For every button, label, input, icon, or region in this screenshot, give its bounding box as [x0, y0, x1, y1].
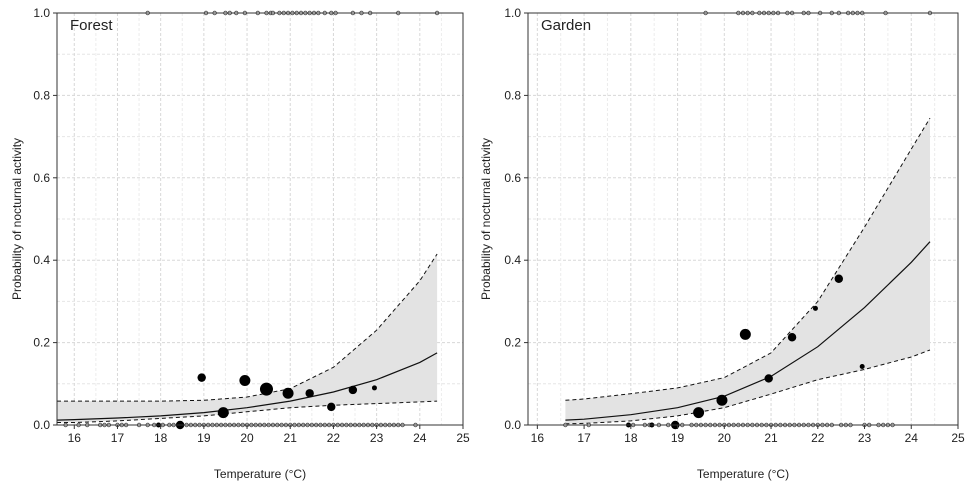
- y-tick-label: 0.0: [33, 418, 50, 432]
- binned-proportion-point: [859, 363, 865, 369]
- binned-proportion-point: [348, 385, 358, 395]
- y-tick-label: 1.0: [504, 6, 521, 20]
- x-tick-label: 19: [671, 431, 685, 445]
- confidence-band: [57, 254, 438, 423]
- x-tick-label: 23: [370, 431, 384, 445]
- binned-proportion-point: [812, 305, 818, 311]
- x-tick-label: 22: [811, 431, 825, 445]
- binned-proportion-point: [197, 373, 206, 382]
- lower-ci-line: [57, 400, 438, 423]
- binned-proportion-point: [282, 387, 294, 399]
- panel-forest: 0.0 0.2 0.4 0.6 0.8 1.0 16 17 18 19 20 21 22 23 24 25 Te…: [10, 6, 470, 481]
- y-tick-label: 0.4: [33, 253, 50, 267]
- binned-proportion-point: [239, 375, 251, 387]
- x-tick-label: 21: [764, 431, 778, 445]
- x-axis-label: Temperature (°C): [697, 467, 789, 481]
- x-tick-label: 16: [531, 431, 545, 445]
- x-tick-label: 17: [577, 431, 591, 445]
- y-tick-label: 0.2: [504, 336, 521, 350]
- y-tick-label: 0.4: [504, 253, 521, 267]
- upper-ci-line: [565, 117, 931, 401]
- x-tick-label: 18: [154, 431, 168, 445]
- x-tick-label: 18: [624, 431, 638, 445]
- x-tick-label: 22: [327, 431, 341, 445]
- confidence-band: [565, 118, 930, 424]
- x-tick-label: 16: [68, 431, 82, 445]
- x-tick-label: 21: [284, 431, 298, 445]
- y-tick-label: 0.8: [504, 88, 521, 102]
- x-tick-label: 25: [456, 431, 470, 445]
- binned-proportion-point: [259, 382, 273, 396]
- binned-proportion-point: [327, 402, 336, 412]
- x-tick-label: 23: [858, 431, 872, 445]
- binned-proportion-point: [305, 389, 314, 398]
- fit-line: [565, 241, 931, 421]
- y-axis-label: Probability of nocturnal activity: [479, 138, 493, 300]
- x-tick-label: 24: [413, 431, 427, 445]
- x-tick-label: 19: [197, 431, 211, 445]
- y-tick-label: 0.0: [504, 418, 521, 432]
- x-tick-label: 17: [111, 431, 125, 445]
- binned-proportion-point: [693, 407, 705, 419]
- x-tick-label: 20: [240, 431, 254, 445]
- lower-ci-line: [565, 349, 931, 425]
- x-tick-label: 20: [718, 431, 732, 445]
- plot-frame: [56, 12, 464, 426]
- binned-proportion-point: [739, 328, 751, 340]
- x-tick-label: 24: [905, 431, 919, 445]
- fit-line: [56, 352, 438, 421]
- binned-proportion-point: [834, 274, 844, 283]
- y-axis-label: Probability of nocturnal activity: [10, 138, 24, 300]
- plot-frame: [527, 12, 959, 426]
- y-tick-label: 0.2: [33, 336, 50, 350]
- binned-proportion-point: [217, 407, 229, 419]
- x-tick-label: 25: [951, 431, 965, 445]
- y-tick-label: 0.8: [33, 88, 50, 102]
- upper-ci-line: [57, 253, 438, 402]
- panel-title: Forest: [70, 17, 113, 34]
- binned-proportion-point: [787, 333, 797, 342]
- y-tick-label: 1.0: [33, 6, 50, 20]
- binned-proportion-point: [716, 394, 728, 406]
- y-tick-label: 0.6: [33, 171, 50, 185]
- y-tick-label: 0.6: [504, 171, 521, 185]
- panel-garden: 0.0 0.2 0.4 0.6 0.8 1.0 16 17 18 19 20 21 22 23 24 25 Te…: [479, 6, 965, 481]
- panel-title: Garden: [541, 17, 591, 34]
- x-axis-label: Temperature (°C): [214, 467, 306, 481]
- binned-proportion-point: [764, 374, 773, 383]
- binned-proportion-point: [371, 385, 377, 391]
